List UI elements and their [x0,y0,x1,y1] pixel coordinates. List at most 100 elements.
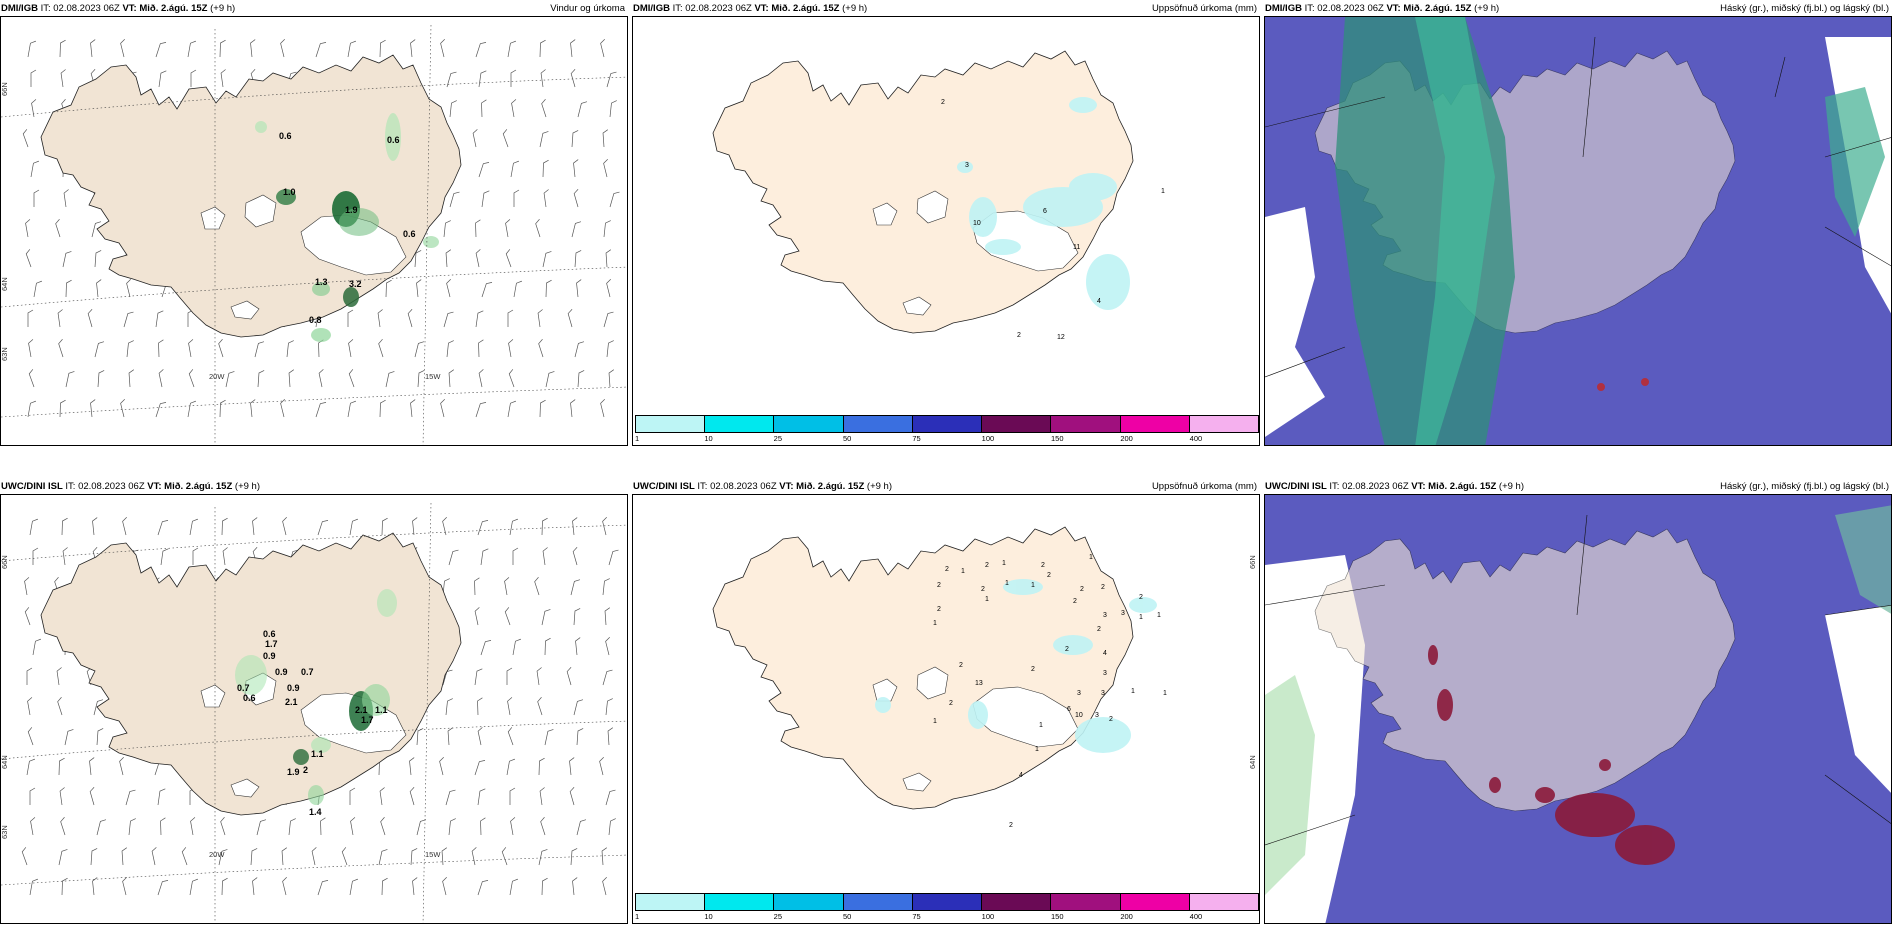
wind-barb [381,517,388,536]
wind-barb [33,280,43,298]
panel-uwc-cloud: UWC/DINI ISL IT: 02.08.2023 06Z VT: Mið.… [1264,478,1892,924]
wind-barb [571,130,579,148]
vt-label: VT: [779,481,794,492]
wind-barb [545,279,552,298]
wind-barb [317,520,329,536]
legend-swatch [774,416,844,432]
clear-area [1825,605,1891,793]
wind-barb [537,697,543,716]
wind-barb [318,369,324,388]
wind-barb [219,39,226,58]
wind-barb [27,400,37,418]
legend-swatch [1051,416,1121,432]
legend-swatch [705,894,775,910]
wind-barb [475,249,481,268]
wind-barb [448,549,459,566]
lat-label-64n: 64N [1,755,9,769]
precip-value: 2 [303,765,308,775]
it-value: 02.08.2023 06Z [710,481,777,492]
wind-barb [315,42,327,58]
wind-barb [510,817,516,836]
wind-barb [93,699,104,716]
model-name: UWC/DINI ISL [633,481,695,492]
lat-label-66n: 66N [1,82,9,96]
legend-tick-label: 100 [981,912,995,921]
legend-tick-label: 200 [1120,434,1133,443]
wind-barb [250,399,256,418]
wind-barb [181,847,188,866]
lead-time: (+9 h) [842,3,868,14]
precip-value: 11 [1073,244,1080,251]
precip-value: 2 [1097,626,1101,633]
wind-barb [513,280,523,298]
wind-barb [59,39,66,58]
panel-dmi-wind: DMI/IGB IT: 02.08.2023 06Z VT: Mið. 2.ág… [0,0,628,446]
precip-value: 12 [1057,334,1065,341]
wind-barb [600,399,605,418]
wind-barb [64,729,74,746]
legend-ticks: 1 10 25 50 75 100 150 200 400 [635,434,1259,444]
wind-barb [89,757,95,776]
accum-map: 2 3 10 6 1 11 4 2 12 [712,50,1165,341]
legend-colorbar [635,415,1259,433]
legend-tick-label: 200 [1120,912,1133,921]
wind-barb [477,727,483,746]
accum-map: 2 1 2 1 2 1 2 2 2 1 1 2 2 3 2 1 1 2 2 2 [712,526,1257,829]
wind-barb [29,787,36,805]
wind-barb [128,369,135,388]
vt-value: Mið. 2.ágú. 15Z [1428,481,1497,492]
precip-value: 3 [965,162,969,169]
model-name: UWC/DINI ISL [1265,481,1327,492]
precip-value: 2 [1065,646,1069,653]
wind-barb [539,131,549,148]
wind-barb [477,788,486,806]
wind-barb [566,667,572,686]
precip-value: 2 [1031,666,1035,673]
cloud-map [1265,17,1891,445]
precip-value: 1 [985,596,989,603]
wind-barb [569,787,575,806]
wind-barb [123,311,134,328]
legend-swatch [912,894,983,910]
wind-barb [350,817,356,836]
precip-value: 1.7 [361,715,374,725]
wind-barb [58,757,65,776]
wind-barb [541,877,548,896]
wind-barb [60,817,66,836]
product-title: Uppsöfnuð úrkoma (mm) [1151,481,1257,492]
wind-barb [349,787,356,805]
precip-value: 10 [973,220,981,227]
wind-barb [601,847,608,866]
model-name: UWC/DINI ISL [1,481,63,492]
wind-map: 66N 64N 63N 20W 15W 0.6 0.6 1.0 1.9 0.6 … [1,24,627,445]
wind-barb [25,219,31,238]
precip-area [875,579,1157,753]
legend-swatch [636,894,706,910]
precip-value: 6 [1067,706,1071,713]
lat-label-63n: 63N [1,825,9,839]
vt-label: VT: [1386,3,1401,14]
wind-barb [603,159,608,178]
precip-value: 1 [1002,560,1006,567]
precip-value: 4 [1019,772,1023,779]
wind-barb [122,517,127,536]
wind-barb [94,250,102,268]
wind-barb [286,340,294,358]
precip-value: 3 [1101,690,1105,697]
wind-barb [192,547,199,565]
wind-barb [441,847,448,866]
it-label: IT: [1304,3,1315,14]
wind-barb [475,42,487,58]
legend-swatch [982,894,1052,910]
precip-value: 0.6 [387,135,400,145]
map-frame: 66N 64N 63N 20W 15W 0.6 0.6 1.0 1.9 0.6 … [0,16,628,446]
wind-barb [603,220,611,238]
wind-barb [380,817,386,836]
wind-barb [320,817,326,836]
lead-time: (+9 h) [234,481,260,492]
wind-barb [254,341,265,358]
wind-barb [509,787,516,805]
wind-barb [511,99,517,118]
precip-value: 4 [1097,298,1101,305]
wind-barb [442,578,450,596]
